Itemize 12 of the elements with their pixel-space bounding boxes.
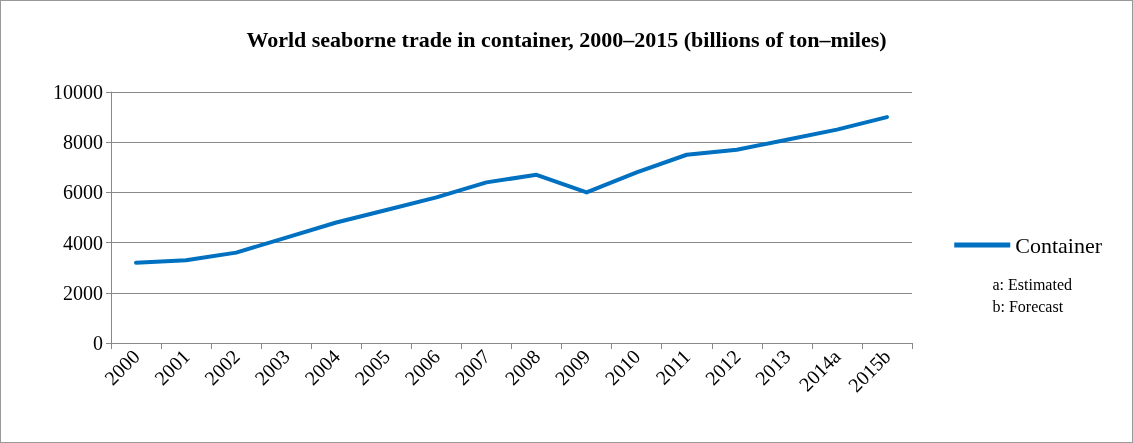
y-tick-label: 6000: [63, 181, 103, 204]
y-tick-label: 2000: [63, 281, 103, 304]
y-tick-label: 10000: [53, 81, 103, 103]
y-tick-label: 0: [93, 332, 103, 354]
text: a: Estimated: [992, 275, 1072, 293]
text: b: Forecast: [992, 297, 1064, 315]
y-tick-label: 8000: [63, 131, 103, 154]
line-series: [134, 115, 889, 265]
y-tick-label: 4000: [63, 231, 103, 254]
legend-label: Container: [1015, 232, 1103, 258]
chart-title: World seaborne trade in container, 2000–2015 (billions of ton–miles): [246, 26, 887, 52]
x-tick-label: 2011: [651, 345, 695, 389]
